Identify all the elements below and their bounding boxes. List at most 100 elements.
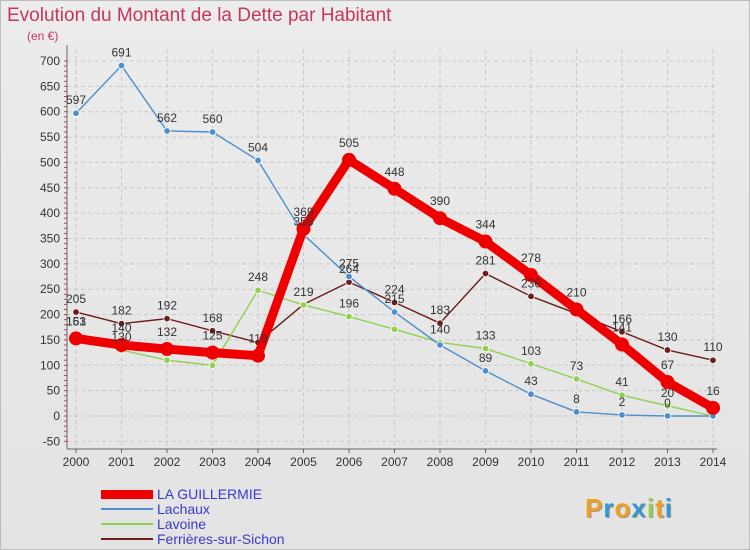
logo-letter: o [614, 493, 632, 523]
data-label: 132 [157, 325, 177, 339]
data-point-la-guillermie [160, 342, 174, 357]
y-tick-label: 250 [40, 282, 60, 296]
data-label: 8 [573, 392, 580, 406]
data-point-lavoine [299, 301, 308, 309]
data-point-la-guillermie [706, 400, 720, 415]
data-point-lavoine [481, 344, 490, 353]
data-point-ferri-res-sur-sichon [163, 314, 171, 323]
y-tick-label: -50 [43, 434, 61, 448]
unit-label: (en €) [27, 29, 59, 43]
data-label: 215 [384, 292, 404, 306]
data-label: 210 [566, 286, 586, 300]
logo-letter: t [655, 493, 665, 523]
data-label: 16 [706, 384, 720, 398]
x-tick-label: 2012 [609, 455, 636, 469]
x-tick-label: 2003 [199, 455, 226, 469]
legend-swatch [101, 489, 153, 499]
x-tick-label: 2007 [381, 455, 408, 469]
data-point-lavoine [208, 361, 217, 369]
data-point-la-guillermie [387, 181, 402, 196]
data-point-lachaux [72, 109, 80, 117]
data-label: 73 [570, 359, 584, 373]
data-point-lachaux [117, 61, 126, 70]
data-point-lavoine [345, 312, 353, 321]
data-label: 130 [657, 330, 677, 344]
data-point-lachaux [390, 308, 399, 316]
data-label: 358 [293, 214, 313, 228]
data-point-ferri-res-sur-sichon [436, 319, 444, 327]
data-label: 196 [339, 297, 359, 311]
series-group [69, 61, 720, 420]
data-point-ferri-res-sur-sichon [481, 269, 490, 278]
data-label: 264 [339, 262, 359, 276]
data-label: 20 [661, 386, 675, 400]
data-point-lachaux [254, 156, 262, 165]
data-point-ferri-res-sur-sichon [618, 328, 626, 336]
data-label: 390 [430, 194, 450, 208]
data-point-lachaux [208, 128, 217, 136]
data-point-la-guillermie [478, 234, 493, 249]
legend-label: LA GUILLERMIE [157, 486, 263, 502]
x-tick-label: 2001 [108, 455, 135, 469]
y-tick-label: 450 [40, 181, 60, 195]
data-label: 103 [521, 344, 541, 358]
data-point-la-guillermie [569, 302, 584, 317]
y-tick-label: 550 [40, 130, 60, 144]
y-tick-label: 150 [40, 333, 60, 347]
y-tick-label: 100 [40, 358, 60, 372]
data-point-lavoine [390, 325, 399, 333]
data-label: 344 [475, 218, 495, 232]
y-tick-label: 600 [40, 105, 60, 119]
logo-letter: i [664, 493, 673, 523]
legend-swatch [101, 538, 153, 540]
chart-title: Evolution du Montant de la Dette par Hab… [7, 5, 392, 26]
y-tick-label: 200 [40, 308, 60, 322]
data-label: 125 [202, 329, 222, 343]
proxiti-logo: Proxiti [585, 493, 673, 524]
data-point-la-guillermie [660, 375, 675, 390]
data-point-lavoine [618, 391, 626, 399]
data-label: 691 [111, 46, 131, 60]
data-label: 2 [619, 395, 626, 409]
legend-label: Ferrières-sur-Sichon [157, 531, 285, 547]
data-point-lachaux [618, 411, 626, 419]
x-tick-label: 2004 [245, 455, 272, 469]
data-label: 560 [202, 112, 222, 126]
y-tick-label: 350 [40, 232, 60, 246]
data-point-la-guillermie [251, 348, 265, 363]
legend-swatch [101, 508, 153, 510]
data-label: 110 [703, 340, 722, 354]
data-label: 182 [111, 304, 131, 318]
data-point-lavoine [527, 360, 535, 368]
data-label: 67 [661, 358, 675, 372]
x-tick-label: 2010 [518, 455, 545, 469]
data-point-ferri-res-sur-sichon [709, 356, 717, 364]
data-point-ferri-res-sur-sichon [527, 292, 535, 301]
data-point-la-guillermie [524, 268, 538, 283]
data-label: 141 [612, 320, 632, 334]
data-label: 504 [248, 140, 268, 154]
data-label: 597 [66, 93, 86, 107]
axes: -500501001502002503003504004505005506006… [40, 45, 727, 469]
data-label: 224 [384, 282, 404, 296]
data-label: 140 [430, 322, 450, 336]
data-label: 369 [293, 205, 313, 219]
data-point-la-guillermie [615, 337, 629, 352]
data-label: 278 [521, 251, 541, 265]
data-label: 140 [111, 321, 131, 335]
data-point-ferri-res-sur-sichon [390, 298, 399, 307]
y-tick-label: 300 [40, 257, 60, 271]
x-tick-label: 2011 [564, 455, 590, 469]
data-point-lavoine [163, 356, 171, 364]
data-point-ferri-res-sur-sichon [663, 346, 672, 354]
logo-letter: P [585, 493, 604, 523]
x-tick-label: 2009 [472, 455, 499, 469]
logo-letter: i [646, 493, 656, 523]
data-point-ferri-res-sur-sichon [72, 308, 80, 316]
data-label: 166 [612, 312, 632, 326]
data-label: 192 [157, 299, 177, 313]
data-label: 281 [475, 253, 495, 267]
data-label: 505 [339, 136, 359, 150]
x-tick-label: 2014 [700, 455, 727, 469]
